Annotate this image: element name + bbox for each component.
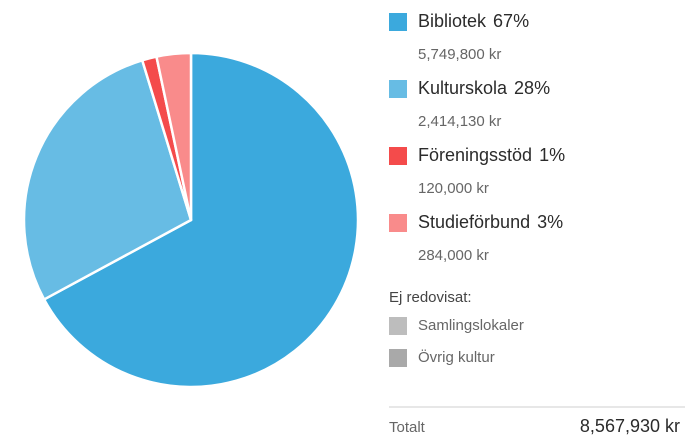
legend-label: Studieförbund 3% bbox=[418, 212, 563, 232]
legend-percent: 3% bbox=[537, 212, 563, 232]
pie-slice bbox=[22, 59, 193, 301]
legend-amount: 5,749,800 kr bbox=[418, 46, 501, 63]
legend-swatch bbox=[389, 147, 407, 165]
legend-swatch bbox=[389, 80, 407, 98]
legend-swatch bbox=[389, 349, 407, 367]
legend-swatch bbox=[389, 214, 407, 232]
legend-label: Föreningsstöd 1% bbox=[418, 145, 565, 165]
legend-amount: 2,414,130 kr bbox=[418, 113, 501, 130]
legend-amount: 284,000 kr bbox=[418, 247, 489, 264]
unreported-title: Ej redovisat: bbox=[389, 289, 472, 306]
legend-swatch bbox=[389, 13, 407, 31]
legend-name: Studieförbund bbox=[418, 212, 530, 232]
legend-label: Bibliotek 67% bbox=[418, 11, 529, 31]
legend-swatch bbox=[389, 317, 407, 335]
total-label: Totalt bbox=[389, 419, 426, 436]
legend-label: Samlingslokaler bbox=[418, 317, 524, 334]
legend-label: Övrig kultur bbox=[418, 348, 495, 366]
legend-percent: 28% bbox=[514, 78, 550, 98]
legend-percent: 1% bbox=[539, 145, 565, 165]
pie-slice bbox=[42, 51, 360, 389]
total-value: 8,567,930 kr bbox=[580, 416, 680, 436]
legend-name: Bibliotek bbox=[418, 11, 487, 31]
legend-name: Föreningsstöd bbox=[418, 145, 532, 165]
legend-name: Kulturskola bbox=[418, 78, 508, 98]
legend-label: Kulturskola 28% bbox=[418, 78, 550, 98]
legend-percent: 67% bbox=[493, 11, 529, 31]
legend-amount: 120,000 kr bbox=[418, 180, 489, 197]
pie-slice bbox=[155, 51, 193, 222]
